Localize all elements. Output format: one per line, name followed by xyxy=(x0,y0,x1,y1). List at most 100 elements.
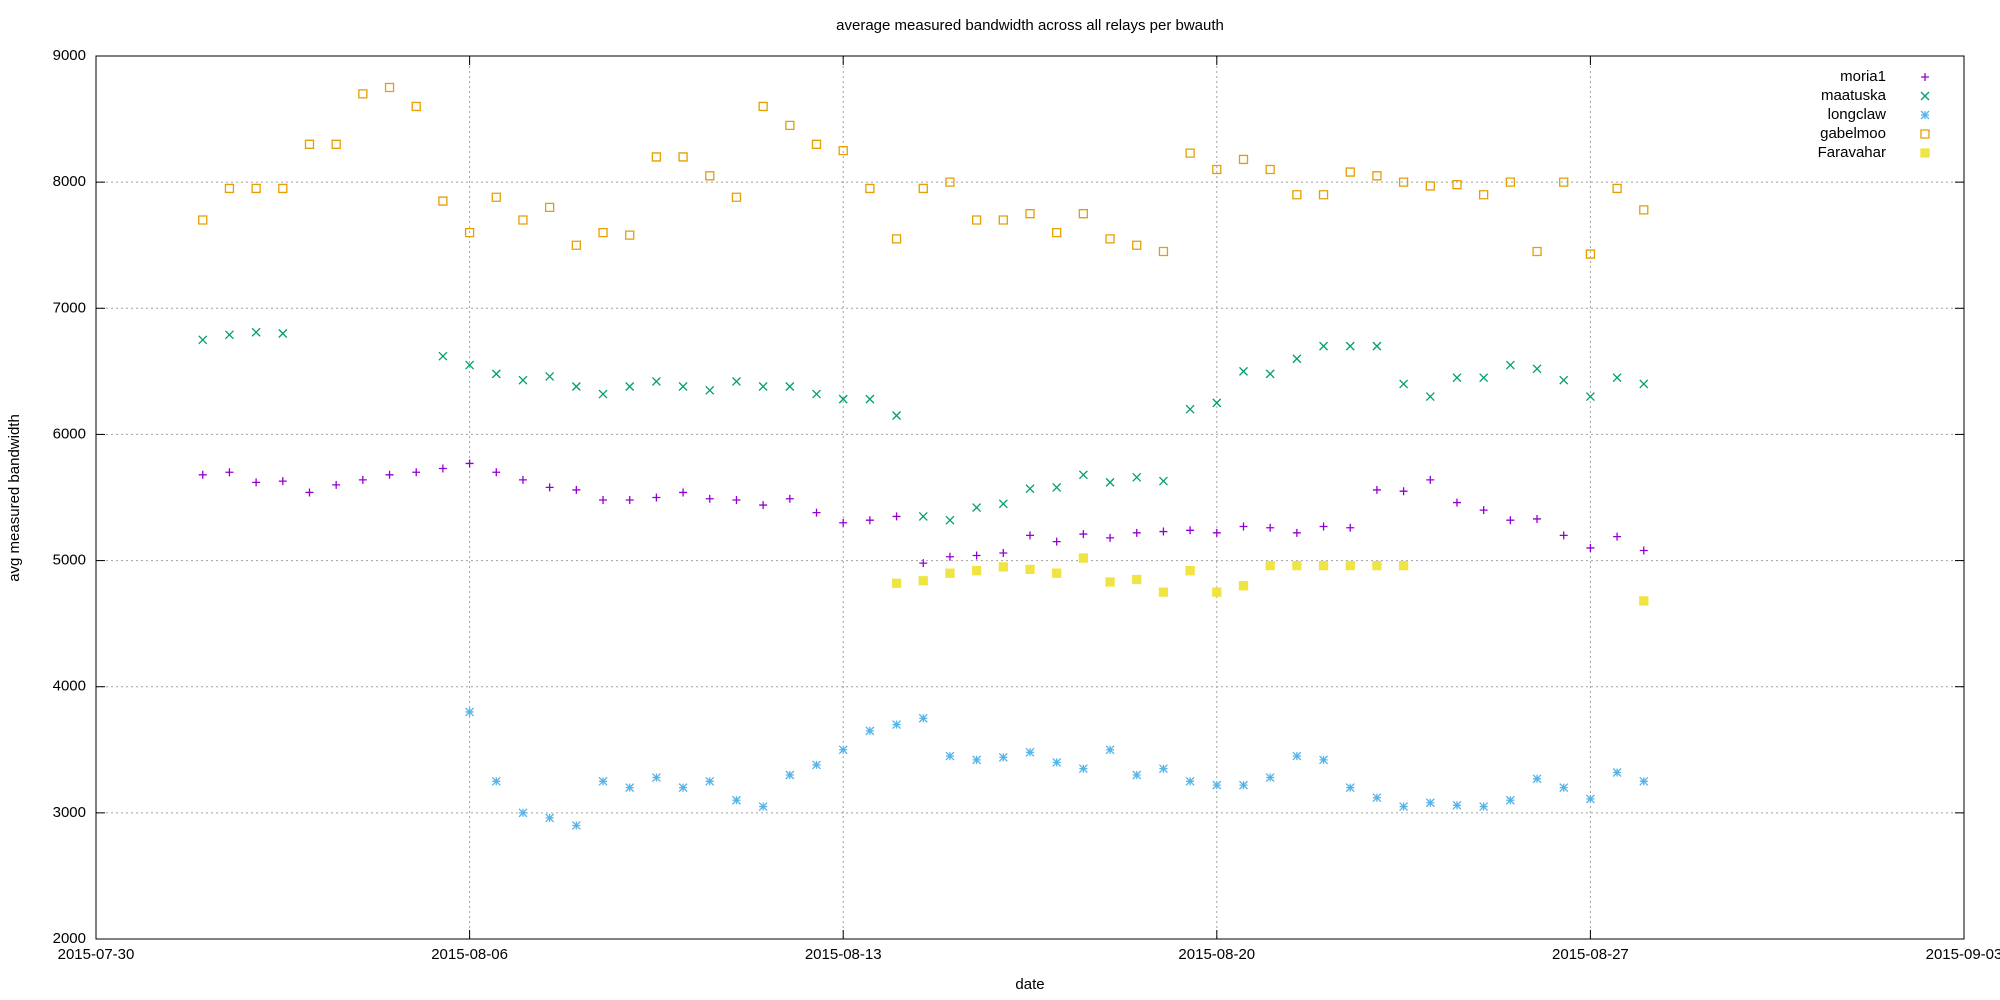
data-point xyxy=(225,468,234,477)
data-point xyxy=(465,707,475,717)
data-point xyxy=(1292,354,1302,364)
data-point xyxy=(1533,514,1542,523)
data-point xyxy=(491,369,501,379)
legend-marker xyxy=(1920,91,1930,101)
data-point xyxy=(1212,587,1222,597)
data-point xyxy=(411,101,421,112)
data-point xyxy=(972,755,982,765)
data-point xyxy=(224,183,235,194)
data-point xyxy=(251,183,261,194)
data-point xyxy=(678,152,688,162)
data-point xyxy=(1318,560,1329,571)
data-point xyxy=(1399,379,1409,389)
data-point xyxy=(545,371,555,381)
legend-marker xyxy=(1921,73,1929,81)
data-point xyxy=(1158,587,1169,597)
data-point xyxy=(705,385,715,395)
legend-marker xyxy=(1920,129,1930,139)
data-point xyxy=(1078,209,1089,219)
data-point xyxy=(1399,802,1409,812)
data-point xyxy=(678,783,688,793)
data-point xyxy=(1345,783,1355,793)
data-point xyxy=(998,499,1008,509)
data-point xyxy=(224,330,234,340)
data-point xyxy=(785,770,795,780)
data-point xyxy=(571,382,581,391)
data-point xyxy=(892,512,901,521)
data-point xyxy=(625,783,635,793)
data-point xyxy=(1292,528,1301,537)
data-point xyxy=(198,335,208,345)
data-point xyxy=(1105,577,1115,587)
data-point xyxy=(1052,757,1062,767)
data-point xyxy=(785,494,794,503)
data-point xyxy=(492,468,501,477)
y-tick-label: 3000 xyxy=(53,804,86,821)
data-point xyxy=(812,508,821,517)
data-point xyxy=(731,795,741,805)
data-point xyxy=(1426,475,1435,484)
data-point xyxy=(705,494,714,503)
data-point xyxy=(1265,560,1275,571)
data-point xyxy=(465,459,474,468)
data-point xyxy=(1319,341,1328,351)
data-point xyxy=(438,351,448,361)
data-point xyxy=(1452,180,1462,190)
data-point xyxy=(1585,249,1596,259)
data-point xyxy=(1079,530,1088,539)
data-point xyxy=(1559,177,1569,187)
data-point xyxy=(1479,373,1489,383)
y-tick-label: 5000 xyxy=(53,552,86,569)
data-point xyxy=(945,552,954,561)
data-point xyxy=(465,360,475,370)
data-point xyxy=(518,375,528,385)
data-point xyxy=(1318,190,1329,200)
data-point xyxy=(1452,373,1462,383)
data-point xyxy=(971,215,982,225)
data-point xyxy=(1238,154,1249,165)
data-point xyxy=(1185,148,1195,158)
data-point xyxy=(1345,560,1355,571)
data-point xyxy=(652,493,661,502)
data-point xyxy=(1239,366,1248,376)
data-point xyxy=(1585,794,1595,804)
data-point xyxy=(731,192,742,202)
data-point xyxy=(1239,522,1248,531)
data-point xyxy=(972,503,982,513)
data-point xyxy=(1238,581,1249,591)
data-point xyxy=(491,192,501,202)
data-point xyxy=(1505,795,1515,805)
data-point xyxy=(598,776,608,786)
data-point xyxy=(1612,373,1622,383)
data-point xyxy=(1265,164,1275,175)
data-point xyxy=(1639,776,1649,786)
legend-marker xyxy=(1920,110,1930,120)
data-point xyxy=(758,802,768,812)
data-point xyxy=(919,559,928,568)
data-point xyxy=(625,496,634,505)
data-point xyxy=(838,745,848,755)
data-point xyxy=(758,101,768,112)
data-point xyxy=(1452,498,1461,507)
data-point xyxy=(998,752,1008,762)
data-point xyxy=(838,145,848,156)
data-point xyxy=(1212,780,1222,790)
data-point xyxy=(1132,240,1142,250)
data-point xyxy=(892,720,902,730)
data-point xyxy=(1586,543,1595,552)
data-point xyxy=(385,470,394,479)
x-tick-label: 2015-09-03 xyxy=(1926,946,2000,963)
data-point xyxy=(1025,747,1035,757)
data-point xyxy=(1105,234,1115,244)
data-point xyxy=(785,120,795,131)
data-point xyxy=(918,183,928,194)
data-point xyxy=(1078,553,1089,563)
y-axis-label: avg measured bandwidth xyxy=(6,414,23,582)
data-point xyxy=(705,776,715,786)
data-point xyxy=(812,389,821,399)
legend-label: gabelmoo xyxy=(1820,125,1886,142)
data-point xyxy=(1052,227,1062,238)
data-point xyxy=(1292,560,1302,571)
chart-title: average measured bandwidth across all re… xyxy=(836,17,1224,34)
data-point xyxy=(972,551,981,560)
